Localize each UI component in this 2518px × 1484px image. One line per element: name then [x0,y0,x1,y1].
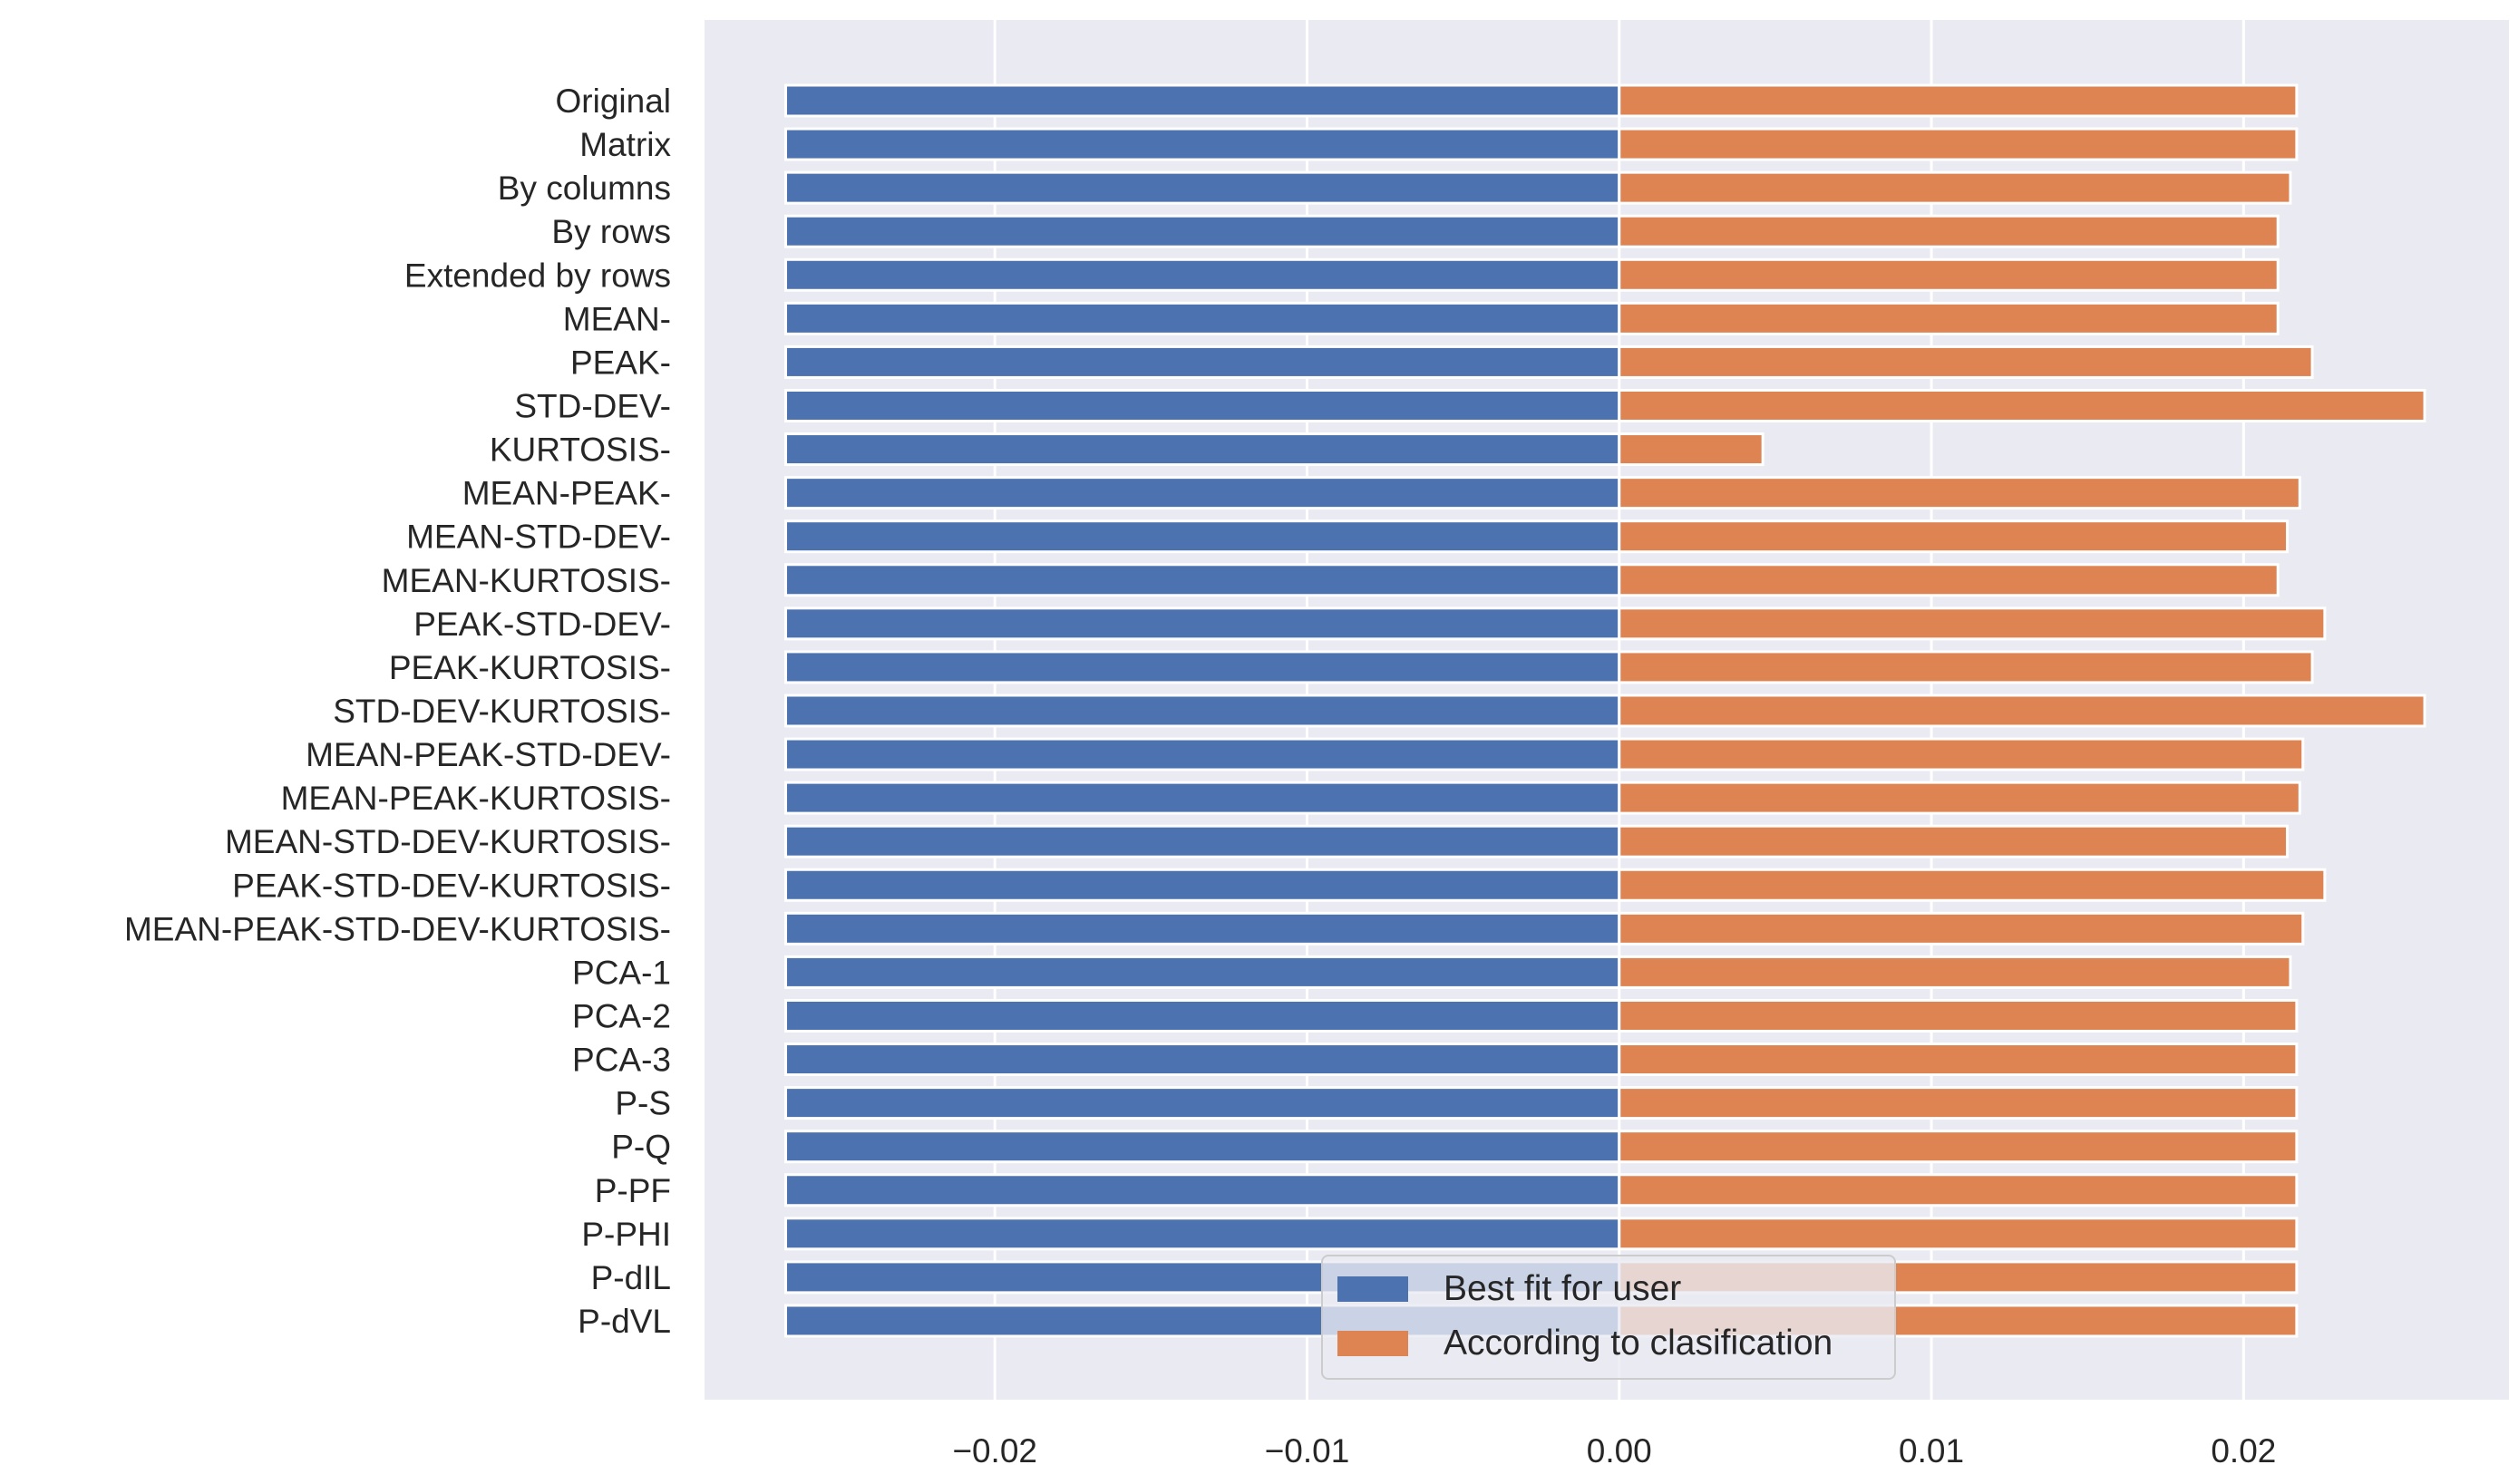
bar-clasification [1618,781,2301,815]
bar-best-fit [784,170,1621,205]
x-tick-label: −0.02 [952,1432,1037,1469]
x-tick-label: 0.01 [1899,1432,1964,1469]
bar-best-fit [784,432,1621,467]
bar-clasification [1618,1086,2299,1120]
bars [784,83,2426,1338]
bar-best-fit [784,344,1621,379]
bar-clasification [1618,737,2305,771]
y-tick-label: MEAN- [563,300,671,337]
y-tick-label: PEAK-KURTOSIS- [389,649,671,686]
legend-swatch-best-fit [1337,1276,1408,1302]
y-tick-label: P-S [615,1085,671,1122]
y-tick-label: MEAN-PEAK- [462,475,671,512]
bar-best-fit [784,737,1621,771]
y-tick-label: MEAN-PEAK-STD-DEV- [306,736,671,773]
y-tick-label: P-PF [595,1172,671,1209]
y-tick-label: STD-DEV- [514,387,671,424]
bar-clasification [1618,563,2280,597]
bar-best-fit [784,694,1621,728]
bar-best-fit [784,1173,1621,1208]
y-tick-label: MEAN-STD-DEV- [406,519,671,556]
bar-clasification [1618,301,2280,335]
y-tick-label: MEAN-PEAK-STD-DEV-KURTOSIS- [124,910,671,947]
bar-clasification [1618,1173,2299,1208]
y-tick-label: By rows [551,213,671,250]
bar-best-fit [784,301,1621,335]
bar-clasification [1618,911,2305,946]
y-tick-label: STD-DEV-KURTOSIS- [333,693,671,730]
bar-best-fit [784,1086,1621,1120]
bar-best-fit [784,127,1621,161]
bar-clasification [1618,650,2314,684]
bar-best-fit [784,519,1621,554]
y-tick-label: PCA-3 [572,1042,671,1079]
bar-best-fit [784,824,1621,858]
bar-clasification [1618,606,2327,641]
bar-clasification [1618,127,2299,161]
y-tick-label: P-dVL [578,1303,671,1340]
y-tick-label: P-PHI [581,1216,671,1253]
y-tick-label: PCA-2 [572,997,671,1034]
bar-clasification [1618,694,2426,728]
y-tick-label: MEAN-PEAK-KURTOSIS- [281,780,671,817]
bar-best-fit [784,955,1621,989]
legend-swatch-clasification [1337,1331,1408,1356]
legend-label-clasification: According to clasification [1444,1324,1833,1363]
bar-best-fit [784,257,1621,292]
x-tick-labels: −0.02 −0.01 0.00 0.01 0.02 [952,1432,2276,1469]
bar-best-fit [784,214,1621,248]
y-tick-label: PCA-1 [572,954,671,991]
bar-clasification [1618,955,2292,989]
bar-best-fit [784,476,1621,510]
bar-clasification [1618,824,2290,858]
bar-best-fit [784,606,1621,641]
y-tick-label: P-dIL [591,1259,671,1296]
bar-clasification [1618,1130,2299,1164]
y-tick-label: Matrix [579,126,671,163]
y-tick-label: MEAN-STD-DEV-KURTOSIS- [225,823,671,860]
bar-clasification [1618,432,1765,467]
bar-best-fit [784,1130,1621,1164]
legend: Best fit for user According to clasifica… [1321,1255,1896,1380]
bar-best-fit [784,388,1621,422]
bar-best-fit [784,83,1621,118]
bar-clasification [1618,214,2280,248]
bar-clasification [1618,476,2301,510]
bar-clasification [1618,170,2292,205]
legend-frame [1321,1255,1896,1380]
bar-best-fit [784,911,1621,946]
y-tick-label: Extended by rows [404,257,671,294]
bar-clasification [1618,998,2299,1033]
x-tick-label: 0.00 [1587,1432,1652,1469]
y-tick-label: KURTOSIS- [490,432,671,469]
y-tick-label: P-Q [611,1129,671,1166]
bar-clasification [1618,1217,2299,1251]
y-tick-label: PEAK- [570,344,671,381]
bar-clasification [1618,388,2426,422]
y-tick-label: Original [556,82,672,120]
y-tick-label: PEAK-STD-DEV-KURTOSIS- [232,867,671,904]
y-tick-label: PEAK-STD-DEV- [413,606,671,643]
bar-clasification [1618,1043,2299,1077]
x-tick-label: 0.02 [2211,1432,2276,1469]
y-tick-label: By columns [498,170,671,207]
bar-clasification [1618,344,2314,379]
bar-best-fit [784,868,1621,902]
bar-best-fit [784,563,1621,597]
bar-best-fit [784,781,1621,815]
bar-clasification [1618,519,2290,554]
bar-best-fit [784,998,1621,1033]
y-tick-label: MEAN-KURTOSIS- [382,562,671,599]
y-tick-labels: Original Matrix By columns By rows Extended … [124,82,672,1340]
x-tick-label: −0.01 [1265,1432,1350,1469]
bar-best-fit [784,1043,1621,1077]
legend-label-best-fit: Best fit for user [1444,1269,1681,1308]
bar-clasification [1618,83,2299,118]
bar-clasification [1618,868,2327,902]
bar-clasification [1618,257,2280,292]
bar-best-fit [784,650,1621,684]
bar-best-fit [784,1217,1621,1251]
